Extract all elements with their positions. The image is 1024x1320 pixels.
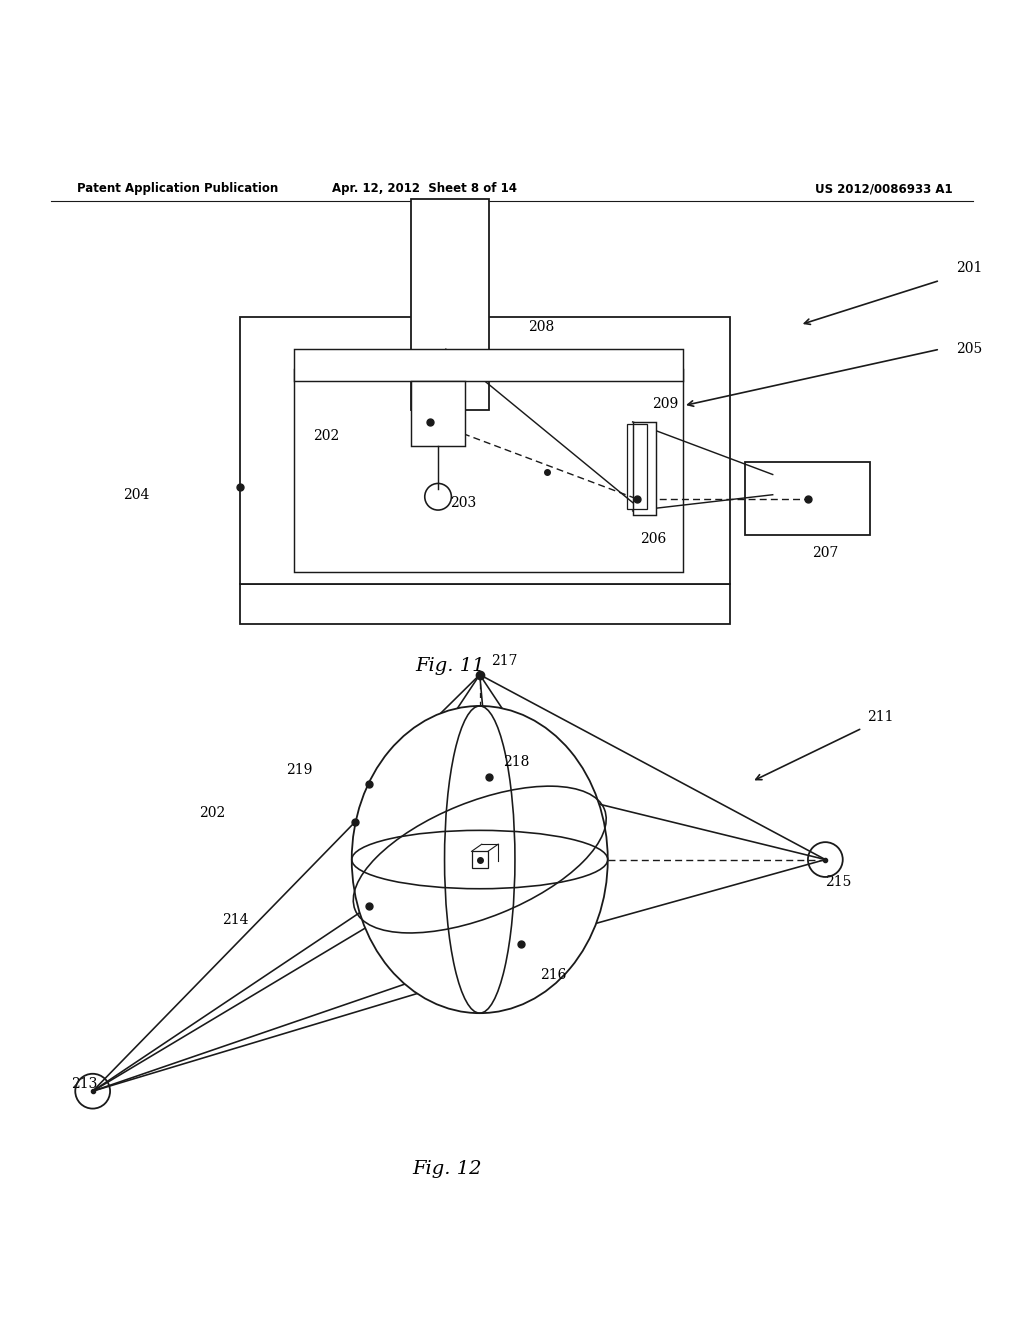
Text: Fig. 12: Fig. 12	[413, 1160, 482, 1179]
Text: 201: 201	[955, 261, 982, 275]
Text: 203: 203	[450, 496, 476, 510]
Bar	[627, 424, 646, 510]
Text: 218: 218	[503, 755, 529, 768]
Text: 206: 206	[640, 532, 667, 546]
Bar	[240, 317, 730, 583]
Text: Patent Application Publication: Patent Application Publication	[77, 182, 279, 195]
Text: 219: 219	[286, 763, 312, 777]
Text: 202: 202	[199, 805, 225, 820]
Bar	[294, 370, 683, 572]
Text: 215: 215	[825, 875, 852, 888]
Bar	[240, 583, 730, 624]
Text: 207: 207	[812, 546, 838, 561]
Ellipse shape	[352, 706, 607, 1014]
Text: Fig. 11: Fig. 11	[415, 656, 484, 675]
Text: 213: 213	[72, 1077, 98, 1092]
Text: 211: 211	[866, 710, 893, 723]
Text: 204: 204	[123, 487, 150, 502]
Bar	[294, 348, 683, 381]
Text: Apr. 12, 2012  Sheet 8 of 14: Apr. 12, 2012 Sheet 8 of 14	[333, 182, 517, 195]
Text: 216: 216	[540, 969, 566, 982]
Bar	[471, 851, 487, 867]
Text: 208: 208	[527, 319, 554, 334]
Bar	[411, 381, 465, 446]
Bar	[745, 462, 870, 535]
Bar	[633, 422, 656, 515]
Text: 214: 214	[221, 912, 248, 927]
Text: 217: 217	[490, 655, 517, 668]
Text: 209: 209	[652, 397, 678, 411]
Bar	[411, 199, 488, 409]
Text: 202: 202	[313, 429, 340, 444]
Text: US 2012/0086933 A1: US 2012/0086933 A1	[815, 182, 952, 195]
Text: 205: 205	[955, 342, 982, 356]
